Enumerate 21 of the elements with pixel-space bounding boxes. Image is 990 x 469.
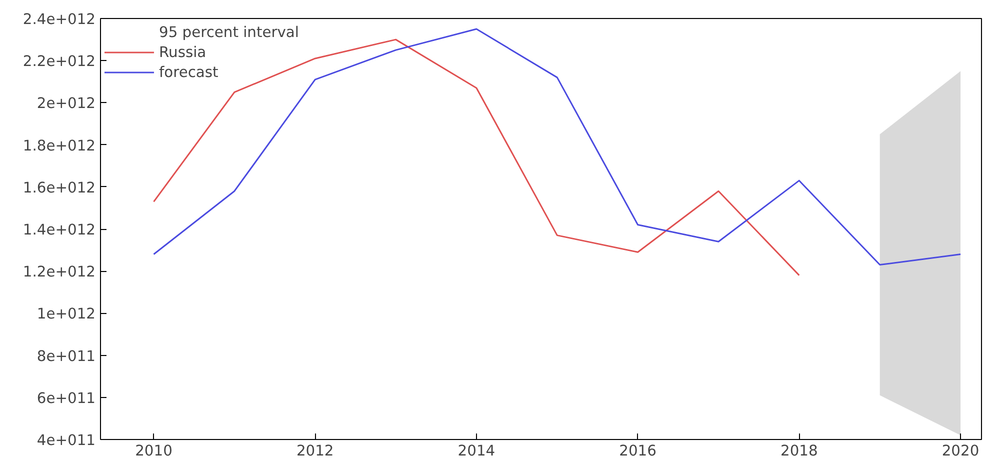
y-tick-label: 2.2e+012 — [22, 53, 96, 70]
x-tick-label: 2020 — [942, 442, 980, 460]
y-tick-label: 4e+011 — [36, 432, 96, 449]
legend-label: Russia — [159, 44, 206, 60]
x-tick-label: 2018 — [780, 442, 818, 460]
x-tick-label: 2014 — [458, 442, 496, 460]
y-tick-label: 2.4e+012 — [22, 11, 96, 28]
y-tick-label: 1.8e+012 — [22, 137, 96, 154]
y-tick-label: 1e+012 — [36, 306, 96, 323]
y-tick-label: 1.6e+012 — [22, 179, 96, 196]
y-tick-label: 1.2e+012 — [22, 264, 96, 281]
y-tick-label: 8e+011 — [36, 348, 96, 365]
x-tick-label: 2010 — [135, 442, 172, 460]
y-tick-label: 2e+012 — [36, 95, 96, 112]
y-tick-label: 1.4e+012 — [22, 222, 96, 238]
line-series — [152, 38, 800, 276]
annotation: 95 percent interval — [159, 24, 299, 40]
x-tick-label: 2016 — [619, 442, 656, 460]
x-tick-label: 2012 — [296, 442, 334, 460]
legend-label: forecast — [159, 64, 218, 80]
y-tick-label: 6e+011 — [36, 390, 96, 407]
